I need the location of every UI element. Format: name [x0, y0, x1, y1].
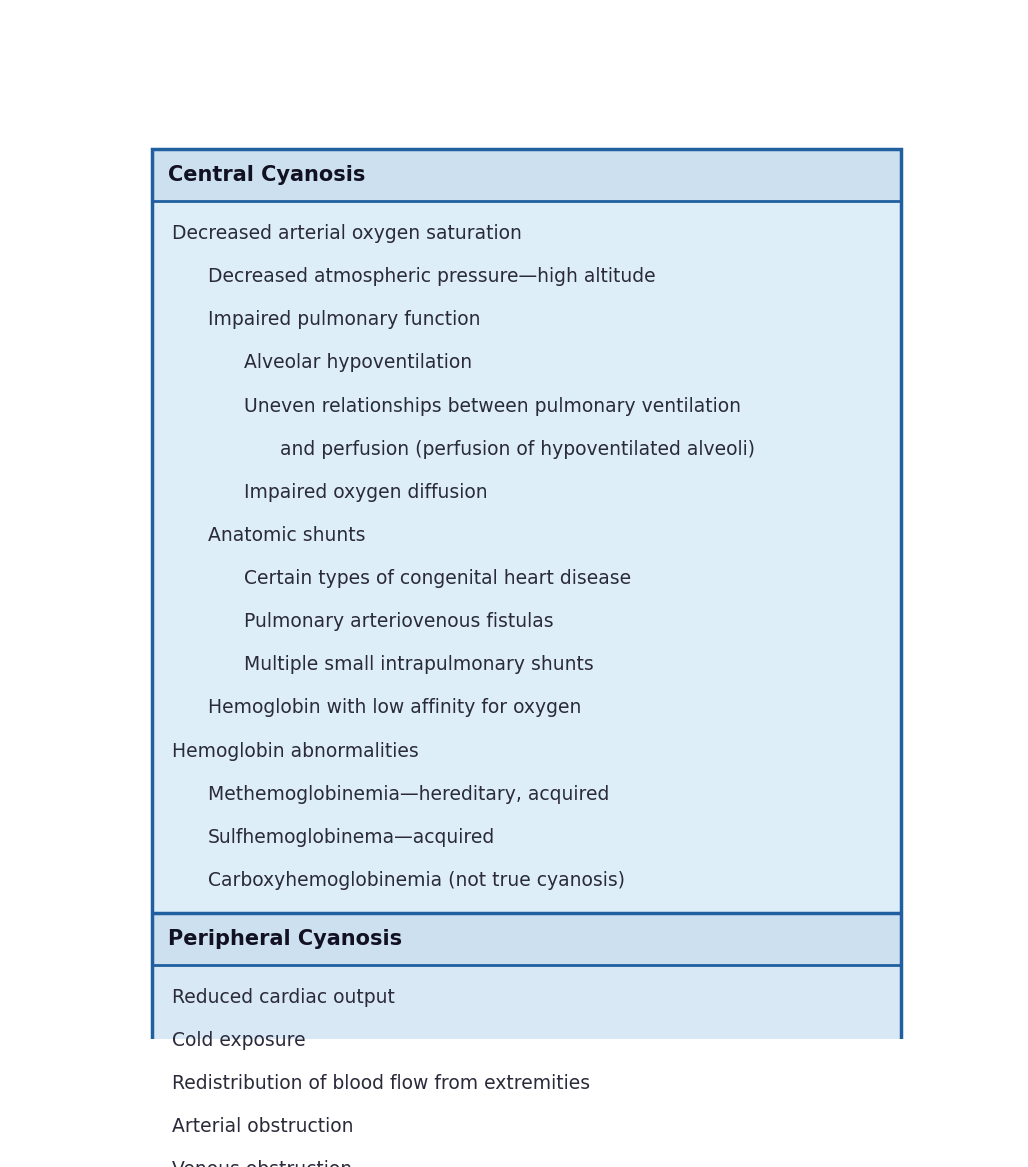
Text: Methemoglobinemia—hereditary, acquired: Methemoglobinemia—hereditary, acquired — [208, 784, 610, 804]
Text: Carboxyhemoglobinemia (not true cyanosis): Carboxyhemoglobinemia (not true cyanosis… — [208, 871, 625, 890]
Text: Hemoglobin with low affinity for oxygen: Hemoglobin with low affinity for oxygen — [208, 698, 582, 718]
Bar — [152, 913, 902, 965]
Text: Reduced cardiac output: Reduced cardiac output — [173, 987, 395, 1007]
Text: Redistribution of blood flow from extremities: Redistribution of blood flow from extrem… — [173, 1074, 590, 1093]
Text: Alveolar hypoventilation: Alveolar hypoventilation — [244, 354, 472, 372]
Text: and perfusion (perfusion of hypoventilated alveoli): and perfusion (perfusion of hypoventilat… — [280, 440, 755, 459]
Text: Arterial obstruction: Arterial obstruction — [173, 1117, 354, 1137]
Text: Impaired oxygen diffusion: Impaired oxygen diffusion — [244, 483, 487, 502]
Text: Central Cyanosis: Central Cyanosis — [169, 165, 366, 186]
Bar — [152, 965, 902, 1167]
Text: Pulmonary arteriovenous fistulas: Pulmonary arteriovenous fistulas — [244, 613, 554, 631]
Text: Impaired pulmonary function: Impaired pulmonary function — [208, 310, 481, 329]
Text: Decreased atmospheric pressure—high altitude: Decreased atmospheric pressure—high alti… — [208, 267, 656, 286]
Text: Cold exposure: Cold exposure — [173, 1030, 306, 1050]
Text: Sulfhemoglobinema—acquired: Sulfhemoglobinema—acquired — [208, 827, 495, 847]
Text: Multiple small intrapulmonary shunts: Multiple small intrapulmonary shunts — [244, 656, 594, 675]
Text: Anatomic shunts: Anatomic shunts — [208, 526, 366, 545]
Bar — [152, 149, 902, 201]
Text: Uneven relationships between pulmonary ventilation: Uneven relationships between pulmonary v… — [244, 397, 741, 415]
Text: Certain types of congenital heart disease: Certain types of congenital heart diseas… — [244, 569, 631, 588]
Text: Hemoglobin abnormalities: Hemoglobin abnormalities — [173, 741, 419, 761]
Text: Decreased arterial oxygen saturation: Decreased arterial oxygen saturation — [173, 224, 522, 243]
Bar — [152, 201, 902, 913]
Text: Peripheral Cyanosis: Peripheral Cyanosis — [169, 929, 402, 949]
Text: Venous obstruction: Venous obstruction — [173, 1160, 353, 1167]
